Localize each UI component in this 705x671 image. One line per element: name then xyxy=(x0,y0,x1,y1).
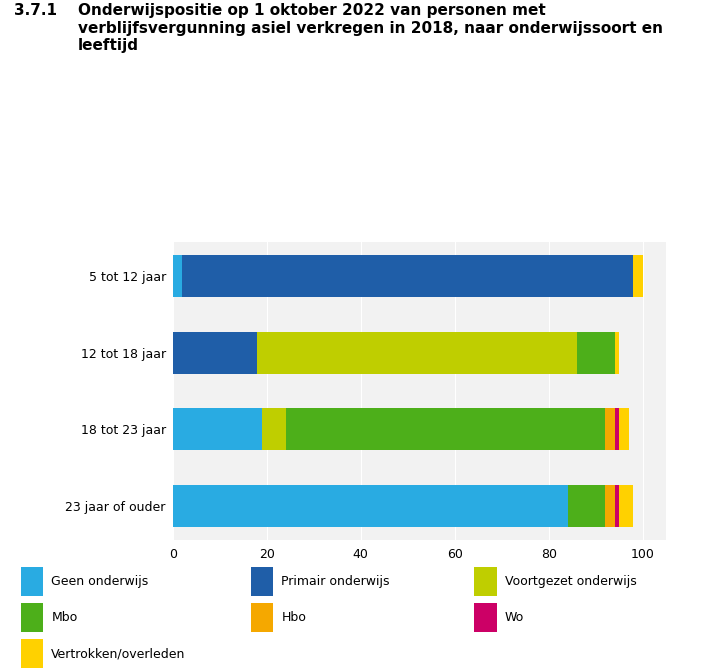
Text: Primair onderwijs: Primair onderwijs xyxy=(281,574,390,588)
FancyBboxPatch shape xyxy=(21,639,43,668)
Text: Voortgezet onderwijs: Voortgezet onderwijs xyxy=(505,574,637,588)
Text: Mbo: Mbo xyxy=(51,611,78,624)
FancyBboxPatch shape xyxy=(21,603,43,632)
Bar xyxy=(568,484,605,527)
Bar xyxy=(286,408,605,450)
FancyBboxPatch shape xyxy=(21,566,43,596)
Bar xyxy=(633,255,643,297)
Bar xyxy=(173,331,257,374)
FancyBboxPatch shape xyxy=(251,603,274,632)
FancyBboxPatch shape xyxy=(251,566,274,596)
Bar xyxy=(577,331,615,374)
Bar xyxy=(262,408,286,450)
Bar xyxy=(173,484,568,527)
Bar xyxy=(182,255,633,297)
Bar xyxy=(615,484,619,527)
Bar xyxy=(615,408,619,450)
FancyBboxPatch shape xyxy=(474,566,496,596)
Text: Wo: Wo xyxy=(505,611,524,624)
Text: 3.7.1: 3.7.1 xyxy=(14,3,57,18)
Bar xyxy=(619,484,633,527)
Bar xyxy=(173,408,262,450)
Text: Geen onderwijs: Geen onderwijs xyxy=(51,574,149,588)
Bar xyxy=(173,255,182,297)
Bar xyxy=(605,408,615,450)
Bar xyxy=(615,331,619,374)
Bar xyxy=(619,408,629,450)
Bar xyxy=(257,331,577,374)
Bar xyxy=(605,484,615,527)
Text: Vertrokken/overleden: Vertrokken/overleden xyxy=(51,648,185,660)
Text: Onderwijspositie op 1 oktober 2022 van personen met
verblijfsvergunning asiel ve: Onderwijspositie op 1 oktober 2022 van p… xyxy=(78,3,663,53)
Text: Hbo: Hbo xyxy=(281,611,306,624)
FancyBboxPatch shape xyxy=(474,603,496,632)
